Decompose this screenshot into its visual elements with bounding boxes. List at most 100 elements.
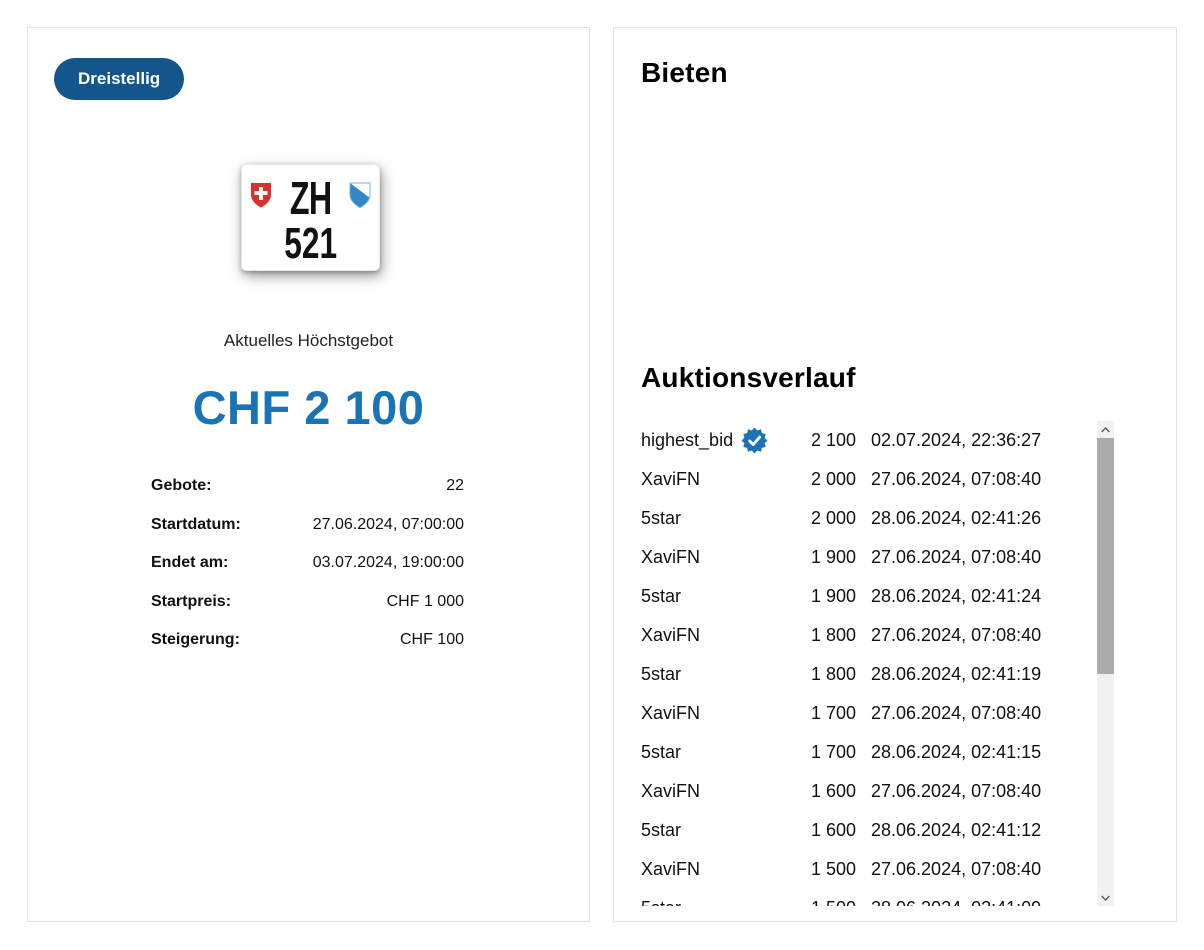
current-bid-label: Aktuelles Höchstgebot [223,331,394,350]
bid-amount: 1 600 [810,820,856,840]
bid-amount: 1 900 [810,547,856,567]
detail-label: Startpreis: [151,592,232,610]
bidder-name-text: 5star [641,664,682,684]
bidder-name-text: 5star [641,742,682,762]
bidder-name-text: 5star [641,898,681,906]
verified-badge-icon [741,427,768,454]
plate-info-panel: Dreistellig ZH 521 Aktuelles Höchstgebot [27,27,590,922]
bidder-name: 5star [641,898,791,906]
bid-datetime: 27.06.2024, 07:08:40 [871,469,1042,489]
bidder-name: XaviFN [641,781,791,802]
detail-label: Startdatum: [151,515,241,533]
bidder-name: 5star [641,664,791,685]
bidder-name: XaviFN [641,625,791,646]
bid-datetime: 02.07.2024, 22:36:27 [871,430,1042,450]
detail-row: Startdatum: 27.06.2024, 07:00:00 [151,516,464,534]
detail-value: CHF 1 000 [386,592,464,610]
bid-amount: 1 700 [810,742,856,762]
detail-row: Gebote: 22 [151,477,464,495]
bidder-name: XaviFN [641,859,791,880]
bid-rows: highest_bid 2 100 02.07.2024, 22:36:27 X… [641,421,1097,906]
scrollbar-up-icon[interactable] [1097,421,1114,438]
bid-datetime: 28.06.2024, 02:41:15 [871,742,1042,762]
bid-list-scrollbar[interactable] [1097,421,1114,906]
bidder-name: 5star [641,508,791,529]
detail-label: Endet am: [151,554,229,571]
detail-value: 27.06.2024, 07:00:00 [312,515,464,533]
bidder-name-text: 5star [641,508,682,528]
auction-details: Gebote: 22 Startdatum: 27.06.2024, 07:00… [151,477,464,670]
detail-label: Steigerung: [151,631,240,648]
bid-datetime: 27.06.2024, 07:08:40 [871,625,1042,645]
bid-datetime: 28.06.2024, 02:41:24 [871,586,1042,606]
bidding-panel: Bieten Auktionsverlauf highest_bid [613,27,1177,922]
bidder-name: 5star [641,820,791,841]
bidder-name: 5star [641,742,791,763]
bid-datetime: 28.06.2024, 02:41:26 [871,508,1042,528]
scrollbar-thumb[interactable] [1097,438,1114,674]
bidder-name-text: XaviFN [641,469,701,489]
bidder-name: XaviFN [641,703,791,724]
detail-row: Startpreis: CHF 1 000 [151,593,464,611]
swiss-cross-shield-icon [250,182,272,214]
zurich-shield-icon [349,182,371,214]
bidder-name-text: 5star [641,586,682,606]
bid-row: XaviFN 1 900 27.06.2024, 07:08:40 [641,538,1097,577]
bid-row: XaviFN 1 600 27.06.2024, 07:08:40 [641,772,1097,811]
license-plate-image: ZH 521 [241,164,380,271]
bid-amount: 2 000 [810,508,856,528]
bid-amount: 1 800 [810,625,856,645]
bid-amount: 1 900 [810,586,856,606]
bidder-name: highest_bid [641,427,791,454]
plate-number: 521 [284,219,337,268]
bid-row: 5star 1 700 28.06.2024, 02:41:15 [641,733,1097,772]
bidder-name-text: XaviFN [641,859,701,879]
bid-row: XaviFN 1 500 27.06.2024, 07:08:40 [641,850,1097,889]
bid-row: 5star 1 800 28.06.2024, 02:41:19 [641,655,1097,694]
bidder-name: 5star [641,586,791,607]
bidder-name-text: XaviFN [641,703,701,723]
plate-canton-code: ZH [289,172,332,224]
bidder-name: XaviFN [641,547,791,568]
current-bid-amount: CHF 2 100 [192,381,425,434]
bid-amount: 1 500 [791,898,856,906]
bid-row: XaviFN 2 000 27.06.2024, 07:08:40 [641,460,1097,499]
bidding-title: Bieten [641,57,728,88]
bid-datetime: 28.06.2024, 02:41:19 [871,664,1042,684]
bidder-name-text: XaviFN [641,547,701,567]
bid-datetime: 27.06.2024, 07:08:40 [871,547,1042,567]
detail-value: 22 [446,477,464,494]
bidder-name-text: XaviFN [641,781,701,801]
bid-amount: 1 600 [810,781,856,801]
bid-row: 5star 1 500 28.06.2024, 02:41:09 [641,889,1097,906]
bidder-name: XaviFN [641,469,791,490]
detail-value: 03.07.2024, 19:00:00 [312,554,464,571]
detail-label: Gebote: [151,477,212,494]
bid-row: XaviFN 1 700 27.06.2024, 07:08:40 [641,694,1097,733]
bidder-name-text: 5star [641,820,682,840]
detail-row: Steigerung: CHF 100 [151,631,464,649]
bid-datetime: 27.06.2024, 07:08:40 [871,859,1042,879]
bidder-name-text: XaviFN [641,625,701,645]
bid-row: highest_bid 2 100 02.07.2024, 22:36:27 [641,421,1097,460]
bid-history-list: highest_bid 2 100 02.07.2024, 22:36:27 X… [641,421,1114,906]
category-badge: Dreistellig [54,58,185,100]
detail-row: Endet am: 03.07.2024, 19:00:00 [151,554,464,572]
bid-row: XaviFN 1 800 27.06.2024, 07:08:40 [641,616,1097,655]
bid-datetime: 27.06.2024, 07:08:40 [871,703,1042,723]
bid-datetime: 28.06.2024, 02:41:09 [871,898,1097,906]
auction-history-title: Auktionsverlauf [641,362,856,393]
bid-row: 5star 1 600 28.06.2024, 02:41:12 [641,811,1097,850]
bid-datetime: 27.06.2024, 07:08:40 [871,781,1042,801]
bid-amount: 1 800 [810,664,856,684]
bid-amount: 1 500 [810,859,856,879]
detail-value: CHF 100 [399,631,464,648]
bid-amount: 1 700 [810,703,856,723]
scrollbar-down-icon[interactable] [1097,889,1114,906]
bid-amount: 2 100 [810,430,856,450]
bidder-name-text: highest_bid [641,430,734,450]
bid-amount: 2 000 [810,469,856,489]
bid-row: 5star 2 000 28.06.2024, 02:41:26 [641,499,1097,538]
bid-datetime: 28.06.2024, 02:41:12 [871,820,1042,840]
bid-row: 5star 1 900 28.06.2024, 02:41:24 [641,577,1097,616]
